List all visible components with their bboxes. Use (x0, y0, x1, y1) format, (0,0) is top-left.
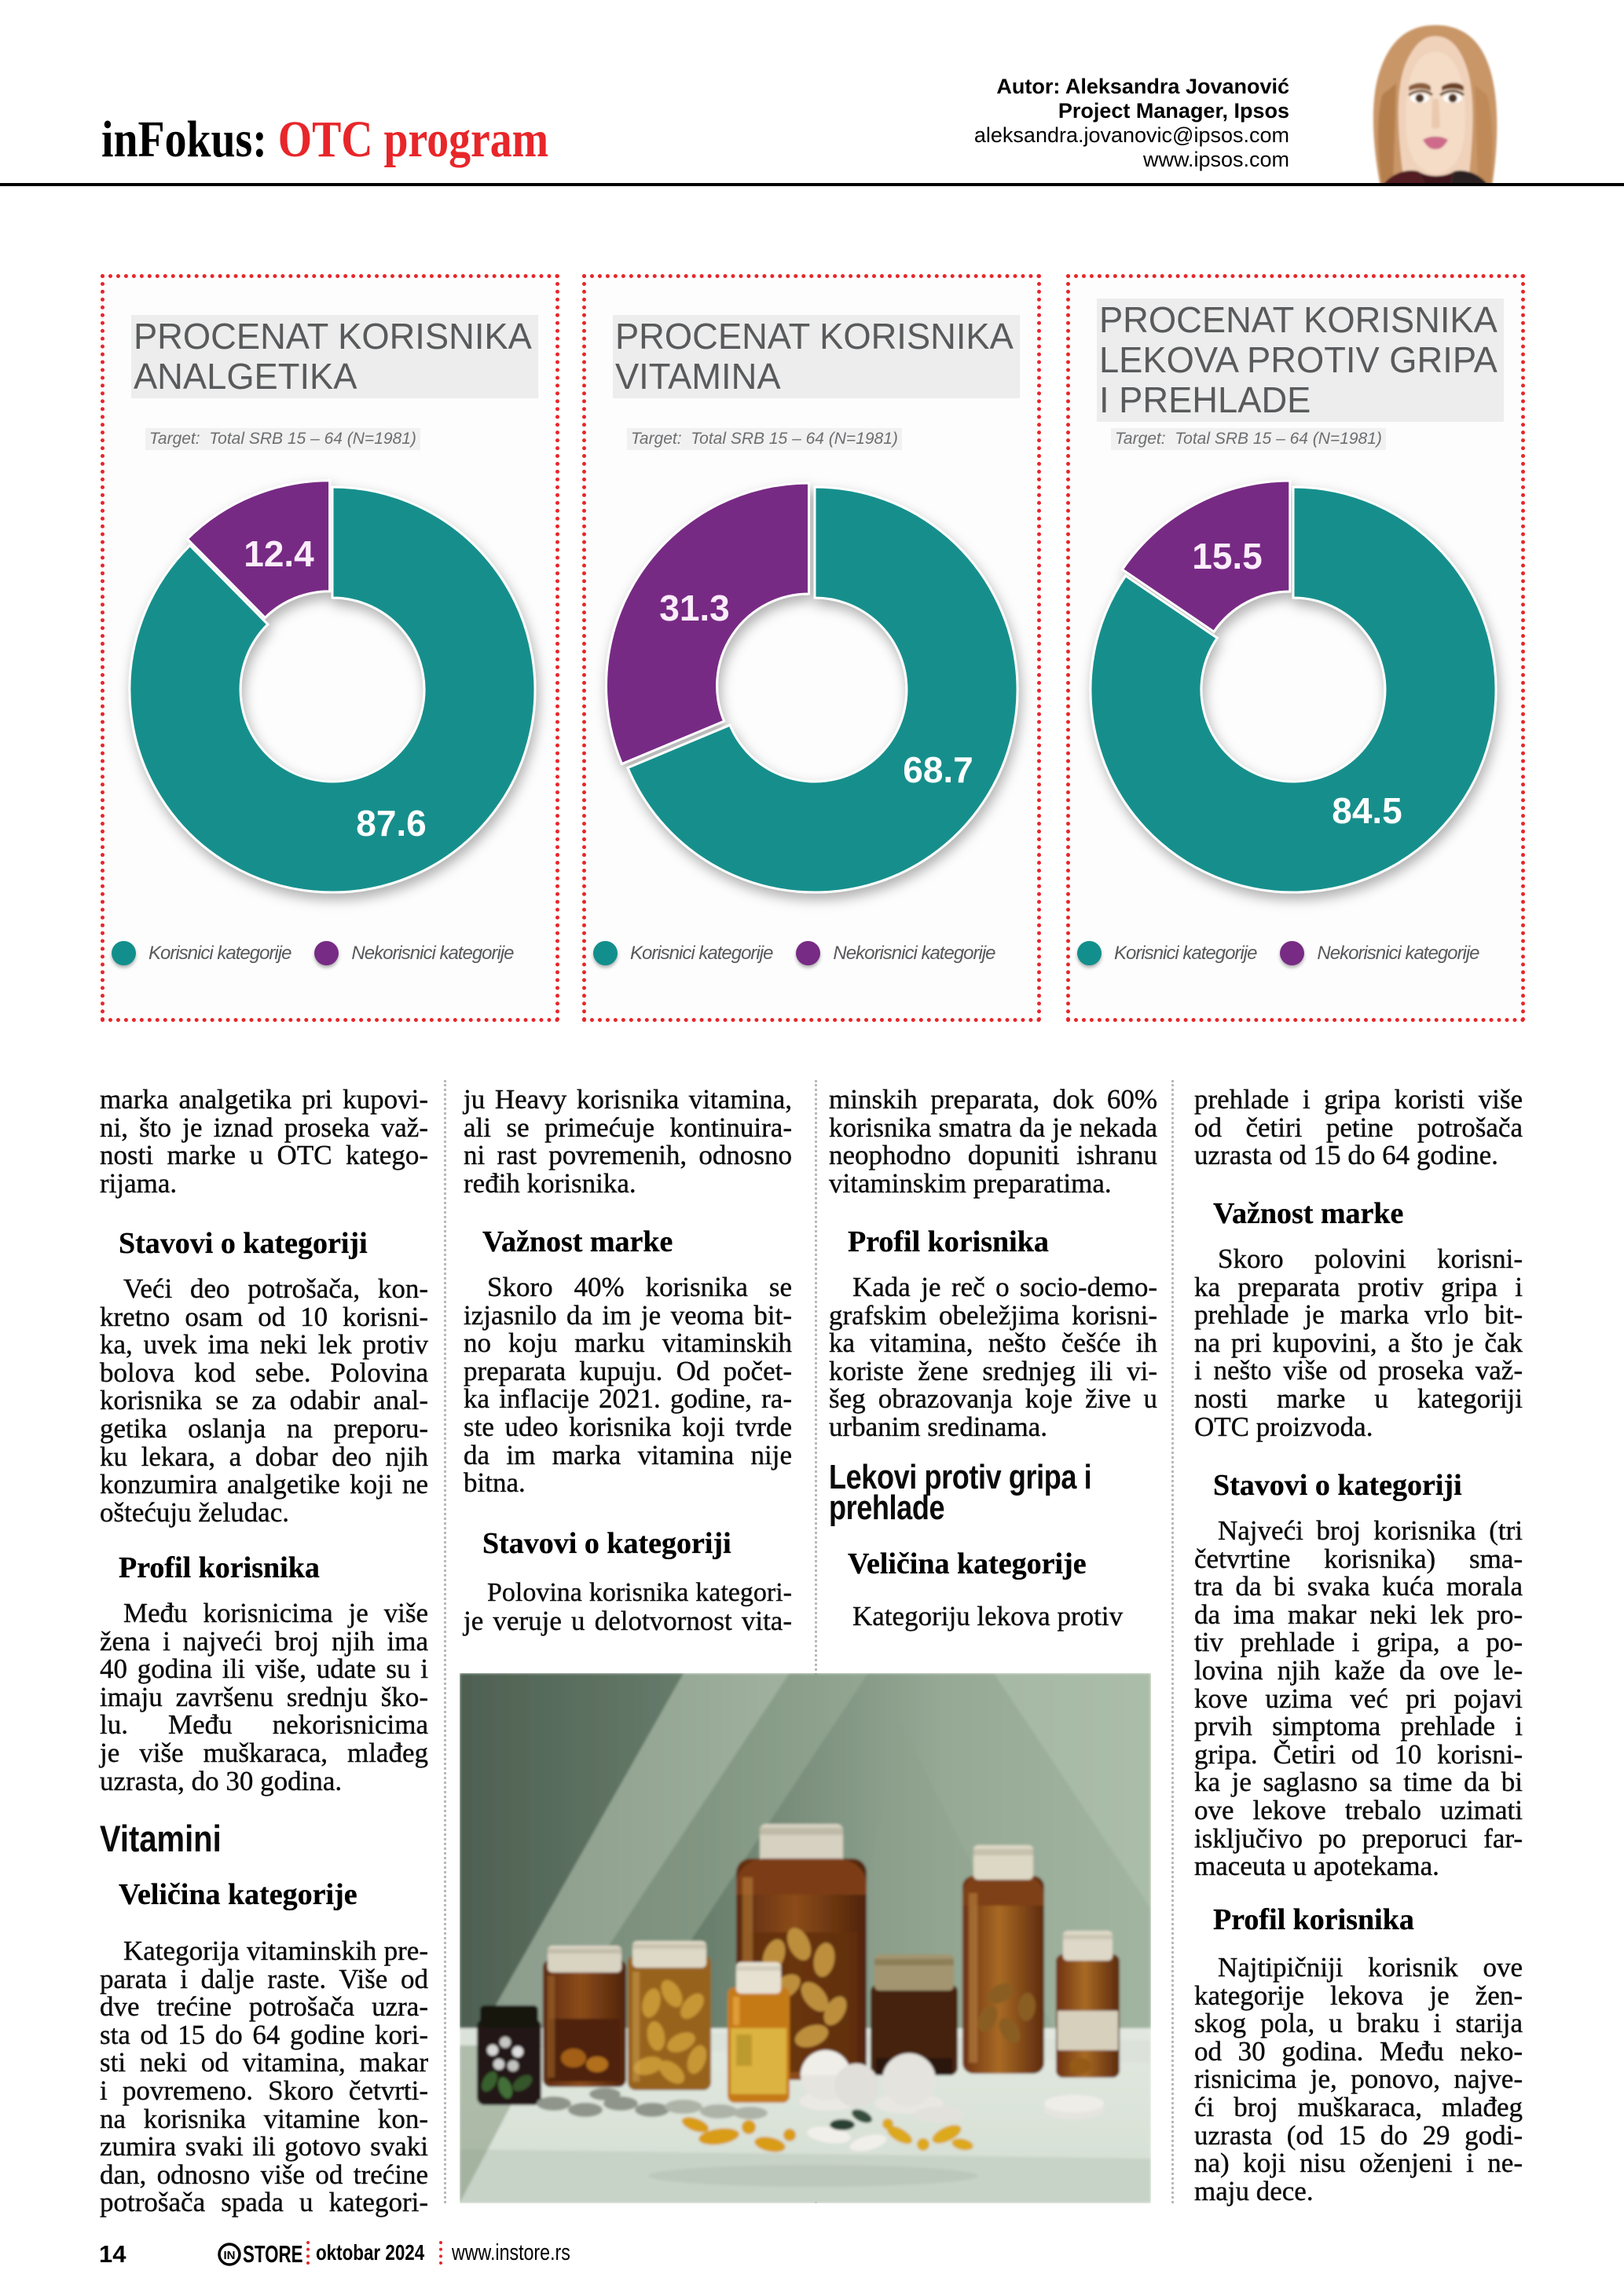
svg-text:15.5: 15.5 (1192, 536, 1263, 577)
svg-text:IN: IN (224, 2249, 236, 2262)
svg-text:12.4: 12.4 (244, 533, 314, 574)
svg-text:68.7: 68.7 (903, 749, 973, 790)
svg-text:87.6: 87.6 (356, 803, 427, 844)
svg-text:31.3: 31.3 (659, 588, 730, 628)
svg-text:84.5: 84.5 (1332, 790, 1402, 831)
